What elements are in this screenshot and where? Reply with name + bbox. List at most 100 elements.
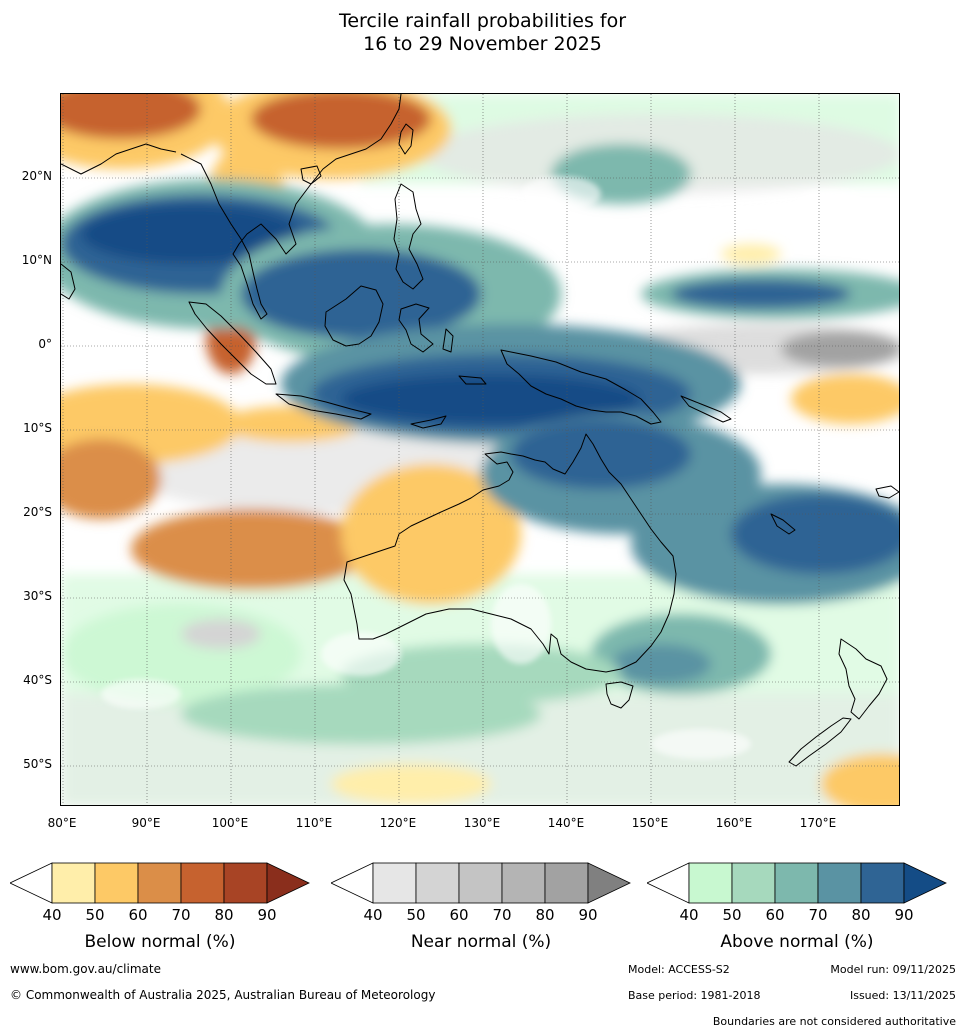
legend-below-normal-tick: 80 (214, 906, 234, 924)
timor-coastline (410, 415, 447, 429)
map-canvas (61, 94, 899, 805)
legend-above-normal-tick: 50 (722, 906, 742, 924)
legend-near-normal-tick: 70 (492, 906, 512, 924)
legend-near-normal-tick: 80 (535, 906, 555, 924)
new-zealand-north-coastline (838, 638, 888, 720)
lat-label-30s: 30°S (23, 589, 52, 603)
legend-near-normal-high-arrow (587, 862, 631, 904)
title-line-1: Tercile rainfall probabilities for (338, 10, 627, 32)
legend-below-normal-segment (180, 862, 225, 904)
website-link[interactable]: www.bom.gov.au/climate (10, 962, 161, 976)
java-coastline (275, 393, 372, 420)
legend-below-normal-high-arrow (266, 862, 310, 904)
legend-below-normal-tick: 60 (128, 906, 148, 924)
legend-below-normal-tick: 70 (171, 906, 191, 924)
legend-below-normal-tick: 90 (257, 906, 277, 924)
legend-near-normal-segment (372, 862, 417, 904)
legend-above-normal-segment (688, 862, 733, 904)
legend-below-normal-segment (94, 862, 139, 904)
legend-near-normal-segment (458, 862, 503, 904)
legend-below-normal-title: Below normal (%) (84, 932, 236, 952)
legend-near-normal-tick: 90 (578, 906, 598, 924)
legend-above-normal (646, 862, 947, 908)
legend-below-normal-segment (137, 862, 182, 904)
lat-label-10s: 10°S (23, 421, 52, 435)
copyright-text: © Commonwealth of Australia 2025, Austra… (10, 988, 436, 1002)
sulawesi-coastline (398, 303, 434, 353)
lon-label-130e: 130°E (463, 816, 501, 830)
tasmania-coastline (605, 681, 634, 709)
legend-above-normal-tick: 70 (808, 906, 828, 924)
australia-coastline (343, 433, 677, 673)
lon-label-80e: 80°E (47, 816, 77, 830)
legend-near-normal-segment (415, 862, 460, 904)
legend-below-normal (9, 862, 310, 908)
lon-label-90e: 90°E (131, 816, 161, 830)
new-caledonia-coastline (770, 513, 796, 535)
lat-label-20s: 20°S (23, 505, 52, 519)
borneo-coastline (324, 285, 384, 347)
lon-label-120e: 120°E (379, 816, 417, 830)
model-run-text: Model run: 09/11/2025 (830, 963, 956, 976)
title-line-2: 16 to 29 November 2025 (363, 33, 602, 55)
legend-near-normal-low-arrow (330, 862, 374, 904)
legend-near-normal-segment (501, 862, 546, 904)
rainfall-probability-map (60, 93, 900, 806)
map-title: Tercile rainfall probabilities for 16 to… (0, 10, 965, 56)
legend-near-normal-tick: 50 (406, 906, 426, 924)
legend-near-normal-tick: 40 (363, 906, 383, 924)
graticule (61, 94, 899, 805)
lon-label-160e: 160°E (715, 816, 753, 830)
taiwan-coastline (398, 123, 414, 155)
coastlines (61, 94, 899, 767)
indochina-coastline (180, 94, 402, 320)
lon-label-100e: 100°E (211, 816, 249, 830)
new-guinea-coastline (500, 349, 662, 425)
lat-label-50s: 50°S (23, 757, 52, 771)
legend-above-normal-high-arrow (903, 862, 947, 904)
lon-label-170e: 170°E (799, 816, 837, 830)
legend-near-normal-tick: 60 (449, 906, 469, 924)
sumatra-coastline (188, 301, 277, 385)
legend-below-normal-bar (9, 862, 310, 904)
solomon-islands-coastline (680, 395, 732, 423)
legend-below-normal-segment (51, 862, 96, 904)
legend-near-normal-title: Near normal (%) (410, 932, 552, 952)
probability-field (61, 94, 899, 805)
lat-label-40s: 40°S (23, 673, 52, 687)
model-text: Model: ACCESS-S2 (628, 963, 730, 976)
legend-near-normal-segment (544, 862, 589, 904)
fiji-coastline (875, 485, 899, 499)
lon-label-150e: 150°E (631, 816, 669, 830)
philippines-coastline (393, 183, 424, 290)
legend-above-normal-title: Above normal (%) (720, 932, 874, 952)
legend-above-normal-segment (860, 862, 905, 904)
legend-above-normal-tick: 60 (765, 906, 785, 924)
legend-above-normal-tick: 90 (894, 906, 914, 924)
legend-above-normal-low-arrow (646, 862, 690, 904)
lon-label-110e: 110°E (295, 816, 333, 830)
legend-below-normal-segment (223, 862, 268, 904)
issued-text: Issued: 13/11/2025 (849, 989, 956, 1002)
disclaimer-text: Boundaries are not considered authoritat… (712, 1015, 956, 1028)
legend-below-normal-tick: 40 (42, 906, 62, 924)
lat-label-10n: 10°N (21, 253, 52, 267)
legend-below-normal-low-arrow (9, 862, 53, 904)
seram-coastline (458, 375, 487, 385)
legend-above-normal-tick: 80 (851, 906, 871, 924)
legend-above-normal-segment (731, 862, 776, 904)
legend-above-normal-tick: 40 (679, 906, 699, 924)
india-coastline (61, 143, 177, 175)
texture-overlay (101, 176, 871, 759)
legend-above-normal-segment (817, 862, 862, 904)
legend-below-normal-tick: 50 (85, 906, 105, 924)
hainan-coastline (300, 165, 322, 185)
legend-above-normal-bar (646, 862, 947, 904)
lon-label-140e: 140°E (547, 816, 585, 830)
lat-label-eq: 0° (38, 337, 52, 351)
sri-lanka-coastline (61, 263, 76, 300)
lat-label-20n: 20°N (21, 169, 52, 183)
legend-above-normal-segment (774, 862, 819, 904)
new-zealand-south-coastline (788, 717, 852, 767)
legend-near-normal (330, 862, 631, 908)
